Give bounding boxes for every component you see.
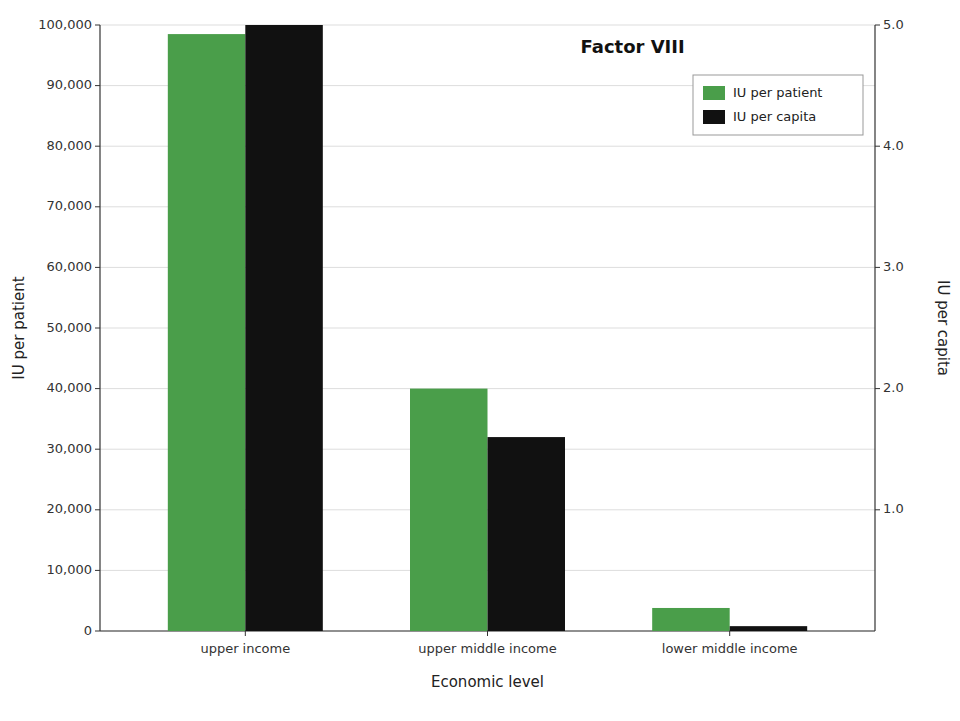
y-tick bbox=[95, 146, 100, 147]
bar bbox=[168, 34, 246, 631]
x-tick-label: lower middle income bbox=[662, 641, 798, 656]
legend: IU per patient IU per capita bbox=[693, 75, 863, 135]
legend-swatch bbox=[703, 86, 725, 100]
y-tick-label: 50,000 bbox=[47, 320, 93, 335]
y-tick bbox=[95, 631, 100, 632]
y2-tick-label: 4.0 bbox=[883, 138, 904, 153]
y2-tick bbox=[875, 25, 880, 26]
y-tick bbox=[95, 328, 100, 329]
y-tick bbox=[95, 267, 100, 268]
x-tick bbox=[487, 631, 488, 636]
y-tick-label: 100,000 bbox=[38, 17, 92, 32]
bar bbox=[410, 389, 488, 631]
legend-swatch bbox=[703, 110, 725, 124]
x-tick-label: upper middle income bbox=[418, 641, 556, 656]
y-tick-label: 20,000 bbox=[47, 501, 93, 516]
y2-tick-label: 1.0 bbox=[883, 501, 904, 516]
x-tick bbox=[729, 631, 730, 636]
axes: 0 10,000 20,000 30,000 40,000 50,000 60,000 70,… bbox=[38, 17, 903, 657]
y-tick-label: 90,000 bbox=[47, 77, 93, 92]
y2-axis-title: IU per capita bbox=[934, 280, 952, 376]
bar bbox=[652, 608, 730, 631]
y-tick bbox=[95, 509, 100, 510]
y2-tick bbox=[875, 146, 880, 147]
y-axis-line bbox=[99, 25, 100, 631]
y2-tick bbox=[875, 267, 880, 268]
chart: 0 10,000 20,000 30,000 40,000 50,000 60,000 70,… bbox=[0, 0, 960, 721]
y-tick bbox=[95, 449, 100, 450]
bars bbox=[168, 25, 807, 631]
bar bbox=[730, 626, 808, 631]
y-tick bbox=[95, 25, 100, 26]
y2-tick-label: 3.0 bbox=[883, 259, 904, 274]
y-tick bbox=[95, 85, 100, 86]
legend-label: IU per capita bbox=[733, 109, 816, 124]
x-tick bbox=[245, 631, 246, 636]
y2-tick-label: 2.0 bbox=[883, 380, 904, 395]
y-tick-label: 70,000 bbox=[47, 198, 93, 213]
x-axis-title: Economic level bbox=[431, 673, 544, 691]
legend-label: IU per patient bbox=[733, 85, 822, 100]
y-tick bbox=[95, 388, 100, 389]
bar bbox=[245, 25, 323, 631]
grid-line bbox=[100, 25, 875, 26]
y2-tick bbox=[875, 509, 880, 510]
y-tick bbox=[95, 570, 100, 571]
y-tick-label: 40,000 bbox=[47, 380, 93, 395]
y2-tick bbox=[875, 388, 880, 389]
title: Factor VIII bbox=[581, 36, 685, 57]
y-tick bbox=[95, 206, 100, 207]
grid bbox=[100, 25, 875, 631]
y-tick-label: 0 bbox=[84, 623, 92, 638]
bar bbox=[488, 437, 566, 631]
y-tick-label: 30,000 bbox=[47, 441, 93, 456]
y-axis-title: IU per patient bbox=[10, 276, 28, 379]
x-tick-label: upper income bbox=[200, 641, 290, 656]
y2-axis-line bbox=[874, 25, 875, 631]
y-tick-label: 10,000 bbox=[47, 562, 93, 577]
y2-tick-label: 5.0 bbox=[883, 17, 904, 32]
y-tick-label: 60,000 bbox=[47, 259, 93, 274]
y-tick-label: 80,000 bbox=[47, 138, 93, 153]
legend-frame bbox=[693, 75, 863, 135]
background bbox=[0, 0, 960, 721]
